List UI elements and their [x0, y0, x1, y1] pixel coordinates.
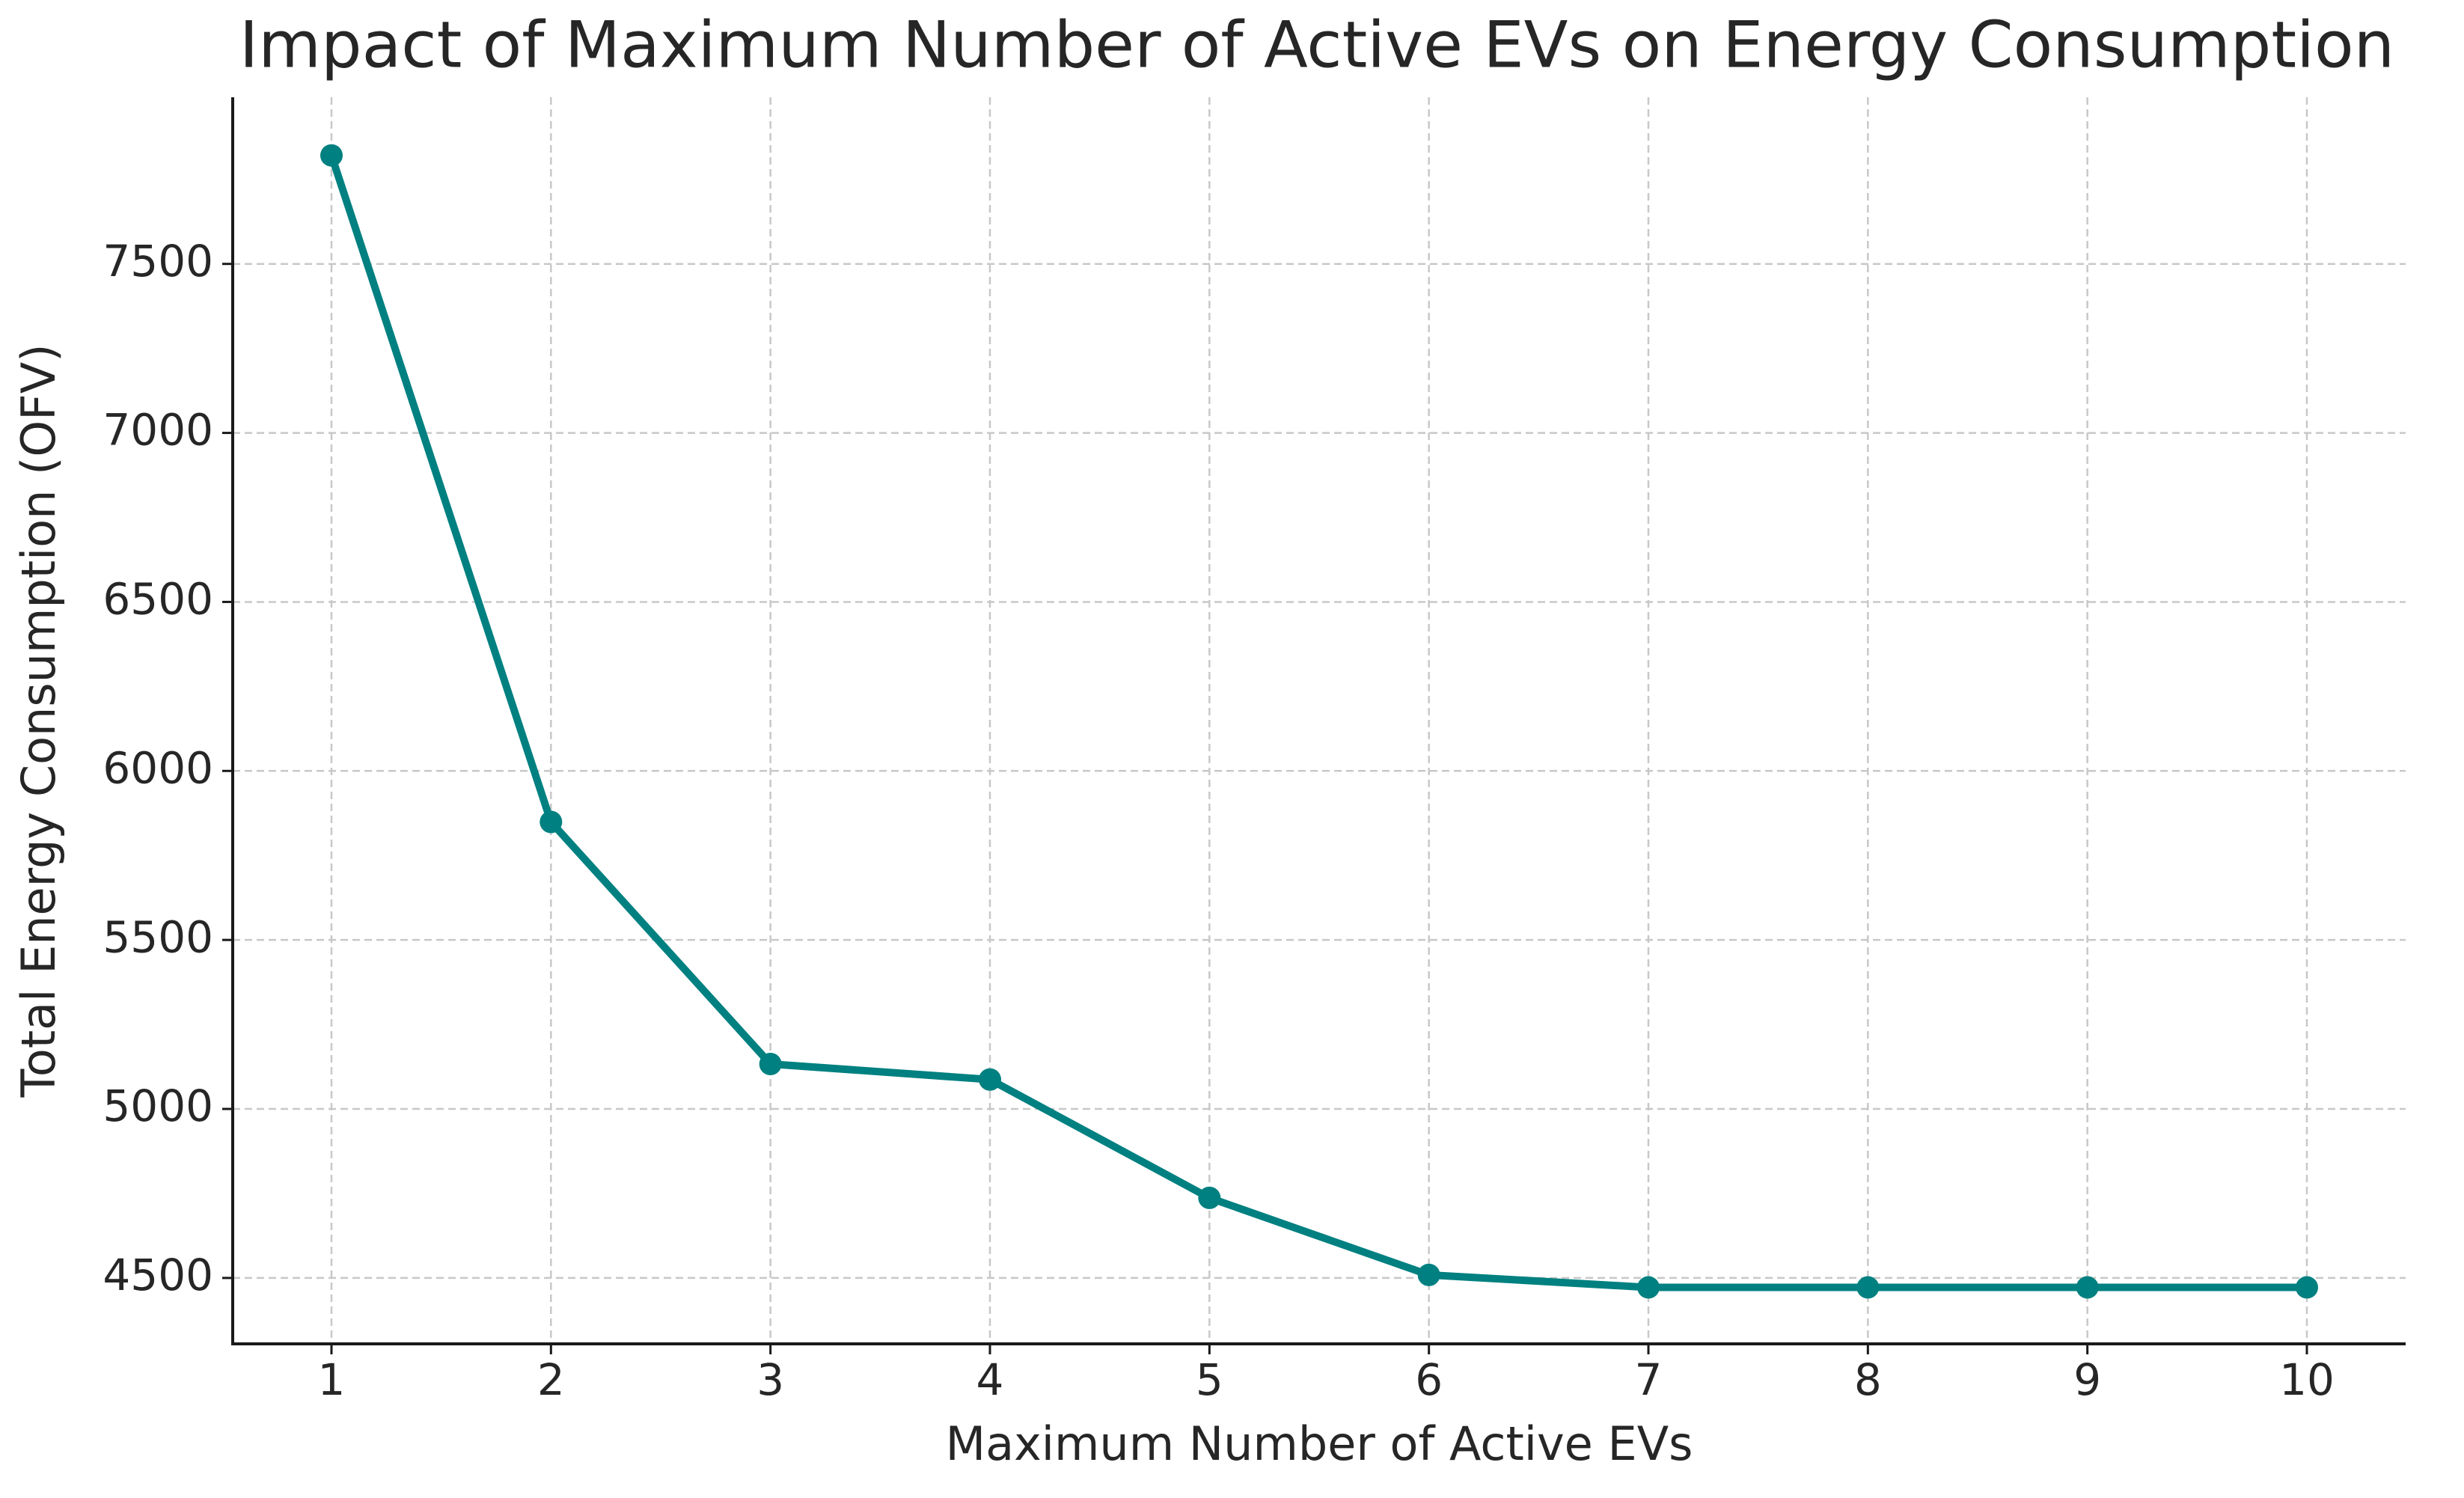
x-tick-label: 7: [1635, 1354, 1663, 1405]
data-point: [539, 810, 563, 834]
y-tick-label: 7000: [103, 405, 213, 456]
x-tick-label: 1: [318, 1354, 346, 1405]
x-tick-label: 5: [1196, 1354, 1223, 1405]
x-tick-label: 9: [2073, 1354, 2101, 1405]
data-point: [759, 1052, 782, 1075]
data-point: [2076, 1276, 2099, 1299]
y-tick-label: 4500: [103, 1250, 213, 1300]
x-tick-label: 3: [756, 1354, 784, 1405]
data-point: [320, 144, 343, 167]
y-tick-label: 6500: [103, 574, 213, 625]
y-tick-label: 7500: [103, 236, 213, 287]
x-tick-label: 8: [1854, 1354, 1882, 1405]
series-line: [328, 154, 2307, 1291]
data-point: [979, 1068, 1001, 1091]
y-axis-label: Total Energy Consumption (OFV): [11, 344, 66, 1098]
data-point: [1856, 1276, 1880, 1299]
data-point: [2296, 1276, 2318, 1299]
x-tick-label: 6: [1415, 1354, 1443, 1405]
y-tick-label: 5000: [103, 1080, 213, 1131]
data-point: [1637, 1276, 1660, 1299]
y-tick-label: 5500: [103, 911, 213, 962]
y-tick-label: 6000: [103, 742, 213, 793]
data-point: [1198, 1186, 1221, 1209]
data-point: [1417, 1263, 1440, 1286]
x-tick-label: 10: [2279, 1354, 2335, 1405]
x-tick-label: 2: [537, 1354, 565, 1405]
x-axis-label: Maximum Number of Active EVs: [946, 1416, 1693, 1471]
chart-title: Impact of Maximum Number of Active EVs o…: [239, 7, 2394, 82]
x-tick-label: 4: [976, 1354, 1004, 1405]
